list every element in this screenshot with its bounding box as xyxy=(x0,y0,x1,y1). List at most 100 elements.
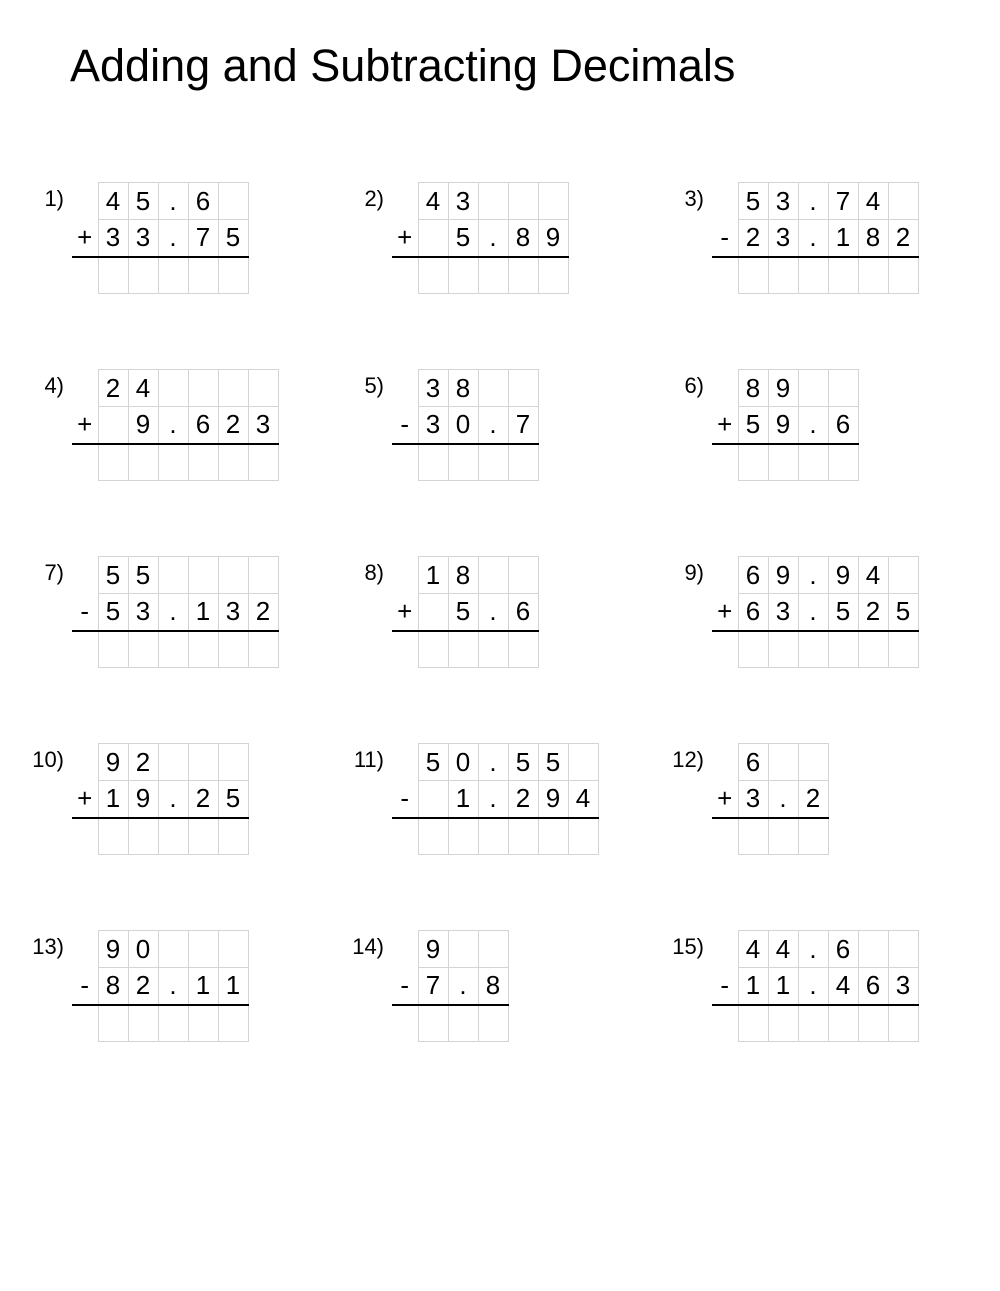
answer-cell[interactable] xyxy=(98,631,128,668)
answer-cell[interactable] xyxy=(158,1005,188,1042)
answer-cell[interactable] xyxy=(98,818,128,855)
answer-cell[interactable] xyxy=(798,444,828,481)
digit-cell: 1 xyxy=(828,220,858,257)
answer-cell[interactable] xyxy=(768,257,798,294)
answer-cell[interactable] xyxy=(508,631,538,668)
answer-cell[interactable] xyxy=(478,631,508,668)
answer-cell[interactable] xyxy=(448,818,478,855)
answer-cell[interactable] xyxy=(738,444,768,481)
problem-table: 69.94+63.525 xyxy=(712,556,919,668)
answer-cell[interactable] xyxy=(798,257,828,294)
answer-cell[interactable] xyxy=(158,818,188,855)
digit-cell: . xyxy=(478,594,508,631)
answer-cell[interactable] xyxy=(508,257,538,294)
answer-cell[interactable] xyxy=(828,444,858,481)
answer-cell[interactable] xyxy=(888,631,918,668)
answer-cell[interactable] xyxy=(248,631,278,668)
answer-cell[interactable] xyxy=(448,631,478,668)
answer-cell[interactable] xyxy=(248,444,278,481)
answer-cell[interactable] xyxy=(128,257,158,294)
answer-cell[interactable] xyxy=(568,818,598,855)
answer-cell[interactable] xyxy=(738,257,768,294)
operator: - xyxy=(392,968,418,1005)
answer-cell[interactable] xyxy=(798,631,828,668)
answer-cell[interactable] xyxy=(858,1005,888,1042)
answer-cell[interactable] xyxy=(478,818,508,855)
answer-cell[interactable] xyxy=(888,257,918,294)
answer-cell[interactable] xyxy=(98,1005,128,1042)
answer-cell[interactable] xyxy=(738,818,768,855)
problem-table: 50.55-1.294 xyxy=(392,743,599,855)
answer-cell[interactable] xyxy=(188,631,218,668)
digit-cell: 1 xyxy=(188,594,218,631)
digit-cell xyxy=(188,744,218,781)
answer-cell[interactable] xyxy=(798,1005,828,1042)
digit-cell: 9 xyxy=(98,744,128,781)
answer-cell[interactable] xyxy=(418,818,448,855)
digit-cell xyxy=(218,744,248,781)
answer-cell[interactable] xyxy=(418,257,448,294)
answer-cell[interactable] xyxy=(98,444,128,481)
answer-cell[interactable] xyxy=(188,257,218,294)
answer-cell[interactable] xyxy=(218,818,248,855)
answer-cell[interactable] xyxy=(448,257,478,294)
spacer xyxy=(712,744,738,781)
answer-cell[interactable] xyxy=(508,444,538,481)
digit-cell: 5 xyxy=(738,183,768,220)
spacer xyxy=(712,370,738,407)
answer-cell[interactable] xyxy=(538,257,568,294)
answer-cell[interactable] xyxy=(768,631,798,668)
answer-cell[interactable] xyxy=(418,631,448,668)
answer-cell[interactable] xyxy=(188,818,218,855)
answer-cell[interactable] xyxy=(218,1005,248,1042)
answer-cell[interactable] xyxy=(218,631,248,668)
answer-cell[interactable] xyxy=(98,257,128,294)
answer-cell[interactable] xyxy=(828,1005,858,1042)
digit-cell: 6 xyxy=(738,594,768,631)
problem-table: 92+19.25 xyxy=(72,743,249,855)
answer-cell[interactable] xyxy=(218,444,248,481)
answer-cell[interactable] xyxy=(158,444,188,481)
spacer xyxy=(392,818,418,855)
digit-cell: 8 xyxy=(508,220,538,257)
problem: 6)89+59.6 xyxy=(670,369,970,481)
answer-cell[interactable] xyxy=(768,818,798,855)
answer-cell[interactable] xyxy=(828,631,858,668)
digit-cell: 5 xyxy=(508,744,538,781)
answer-cell[interactable] xyxy=(158,257,188,294)
answer-cell[interactable] xyxy=(828,257,858,294)
answer-cell[interactable] xyxy=(858,631,888,668)
answer-cell[interactable] xyxy=(128,631,158,668)
answer-cell[interactable] xyxy=(218,257,248,294)
answer-cell[interactable] xyxy=(448,444,478,481)
answer-cell[interactable] xyxy=(448,1005,478,1042)
answer-cell[interactable] xyxy=(478,444,508,481)
digit-cell xyxy=(98,407,128,444)
answer-cell[interactable] xyxy=(798,818,828,855)
spacer xyxy=(712,631,738,668)
answer-cell[interactable] xyxy=(738,1005,768,1042)
answer-cell[interactable] xyxy=(888,1005,918,1042)
digit-cell: 2 xyxy=(508,781,538,818)
problem: 1)45.6+33.75 xyxy=(30,182,330,294)
answer-cell[interactable] xyxy=(418,1005,448,1042)
answer-cell[interactable] xyxy=(128,444,158,481)
answer-cell[interactable] xyxy=(768,444,798,481)
digit-cell: 9 xyxy=(418,931,448,968)
answer-cell[interactable] xyxy=(508,818,538,855)
digit-cell: 0 xyxy=(448,407,478,444)
answer-cell[interactable] xyxy=(478,1005,508,1042)
answer-cell[interactable] xyxy=(418,444,448,481)
answer-cell[interactable] xyxy=(158,631,188,668)
answer-cell[interactable] xyxy=(128,1005,158,1042)
answer-cell[interactable] xyxy=(128,818,158,855)
answer-cell[interactable] xyxy=(188,444,218,481)
answer-cell[interactable] xyxy=(738,631,768,668)
answer-cell[interactable] xyxy=(768,1005,798,1042)
answer-cell[interactable] xyxy=(188,1005,218,1042)
answer-cell[interactable] xyxy=(538,818,568,855)
answer-cell[interactable] xyxy=(478,257,508,294)
answer-cell[interactable] xyxy=(858,257,888,294)
digit-cell: . xyxy=(768,781,798,818)
digit-cell: . xyxy=(798,220,828,257)
